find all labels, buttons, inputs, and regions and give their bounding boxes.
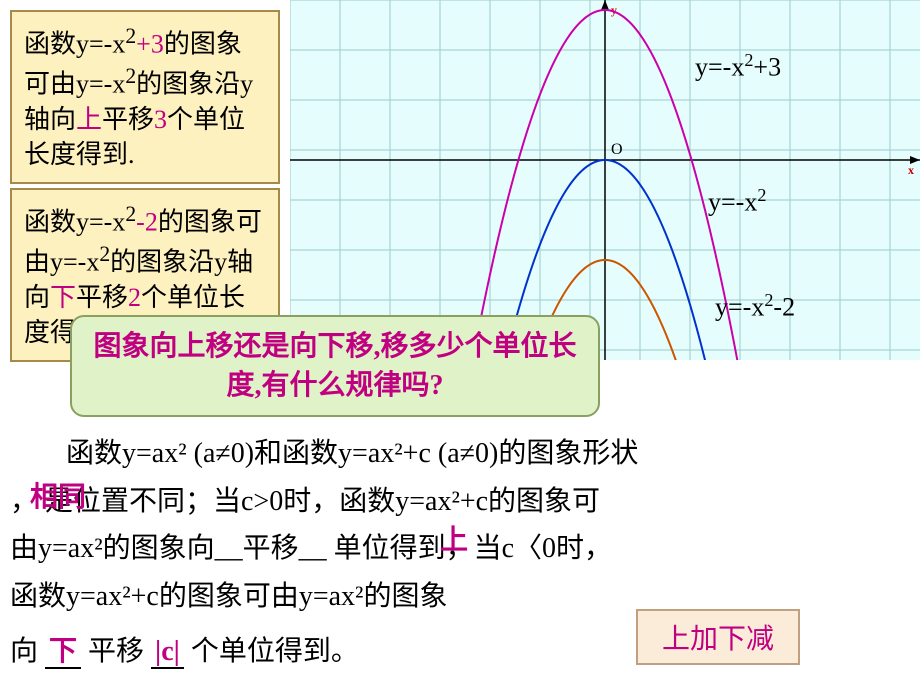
para-line5a: 向 (10, 636, 45, 667)
rule-text: 上加下减 (662, 624, 774, 655)
parabola-graph: xyO y=-x2+3y=-x2y=-x2-2 (290, 0, 920, 360)
para-line5c: 个单位得到。 (191, 636, 359, 667)
question-box: 图象向上移还是向下移,移多少个单位长度,有什么规律吗? (70, 315, 600, 417)
para-line1: 函数y=ax² (a≠0)和函数y=ax²+c (a≠0)的图象形状 (66, 438, 638, 469)
para-line4: 函数y=ax²+c的图象可由y=ax²的图象 (10, 581, 447, 612)
curve-label: y=-x2+3 (695, 50, 781, 83)
rule-box: 上加下减 (636, 609, 800, 665)
fill-abs-c: |c| (151, 636, 184, 669)
fill-up: 上 (440, 517, 468, 565)
curve-label: y=-x2 (708, 185, 766, 218)
svg-text:O: O (611, 141, 623, 158)
fill-same: 相同 (30, 474, 86, 522)
callout-up-shift: 函数y=-x2+3的图象可由y=-x2的图象沿y轴向上平移3个单位长度得到. (10, 10, 280, 184)
para-line5b: 平移 (88, 636, 144, 667)
curve-label: y=-x2-2 (715, 290, 795, 323)
para-line3: 由y=ax²的图象向__平移__ 单位得到，当c〈0时， (10, 533, 612, 564)
svg-text:x: x (908, 163, 914, 177)
para-line2: ， 是位置不同；当c>0时，函数y=ax²+c的图象可 (10, 486, 600, 517)
fill-down: 下 (45, 636, 81, 669)
question-text: 图象向上移还是向下移,移多少个单位长度,有什么规律吗? (93, 331, 576, 401)
text: 函数y=-x (24, 30, 125, 59)
